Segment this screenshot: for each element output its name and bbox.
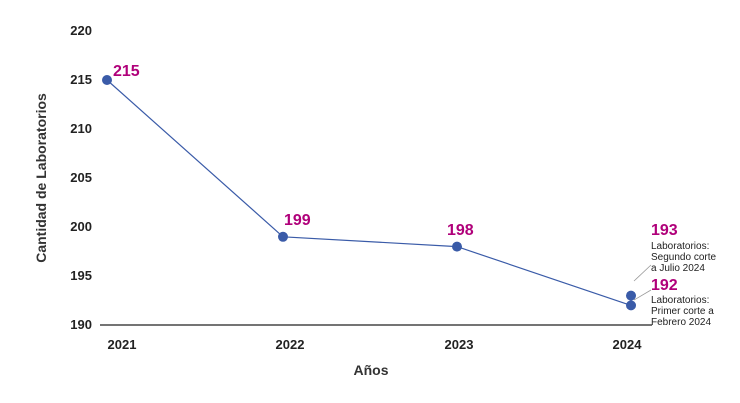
x-tick-labels: 2021 2022 2023 2024 xyxy=(108,337,643,352)
annotation-text: a Julio 2024 xyxy=(651,263,705,274)
y-tick-label: 220 xyxy=(70,23,92,38)
x-tick-label: 2021 xyxy=(108,337,137,352)
y-axis-title: Cantidad de Laboratorios xyxy=(33,93,49,263)
data-label-2022: 199 xyxy=(284,212,311,229)
data-labels: 215 199 198 192 193 xyxy=(113,63,678,294)
x-axis-title: Años xyxy=(354,362,389,378)
data-point-2023 xyxy=(452,241,462,252)
y-tick-label: 205 xyxy=(70,170,92,185)
data-point-2022 xyxy=(278,231,288,242)
data-label-2024-primer-corte: 192 xyxy=(651,277,678,294)
data-label-2021: 215 xyxy=(113,63,140,80)
annotation-text: Laboratorios: xyxy=(651,295,709,306)
y-tick-label: 215 xyxy=(70,72,92,87)
annotation-leader-line xyxy=(633,264,652,282)
data-label-2024-segundo-corte: 193 xyxy=(651,222,678,239)
annotation-text: Primer corte a xyxy=(651,306,714,317)
annotation-text: Segundo corte xyxy=(651,252,716,263)
y-tick-label: 200 xyxy=(70,219,92,234)
y-tick-label: 190 xyxy=(70,317,92,332)
data-point-2024-segundo-corte xyxy=(626,290,636,301)
annotation-text: Laboratorios: xyxy=(651,241,709,252)
y-tick-label: 195 xyxy=(70,268,92,283)
y-tick-label: 210 xyxy=(70,121,92,136)
data-point-2021 xyxy=(102,75,112,85)
series-line xyxy=(106,79,632,306)
x-tick-label: 2022 xyxy=(276,337,305,352)
x-tick-label: 2024 xyxy=(613,337,643,352)
data-points xyxy=(102,75,636,311)
data-label-2023: 198 xyxy=(447,222,474,239)
annotation-text: Febrero 2024 xyxy=(651,317,711,328)
annotation-segundo-corte: Laboratorios: Segundo corte a Julio 2024 xyxy=(633,241,716,282)
annotation-leader-line xyxy=(633,289,652,301)
x-tick-label: 2023 xyxy=(445,337,474,352)
y-tick-labels: 220 215 210 205 200 195 190 xyxy=(70,23,92,332)
data-point-2024 xyxy=(626,300,636,311)
annotation-primer-corte: Laboratorios: Primer corte a Febrero 202… xyxy=(633,289,714,328)
